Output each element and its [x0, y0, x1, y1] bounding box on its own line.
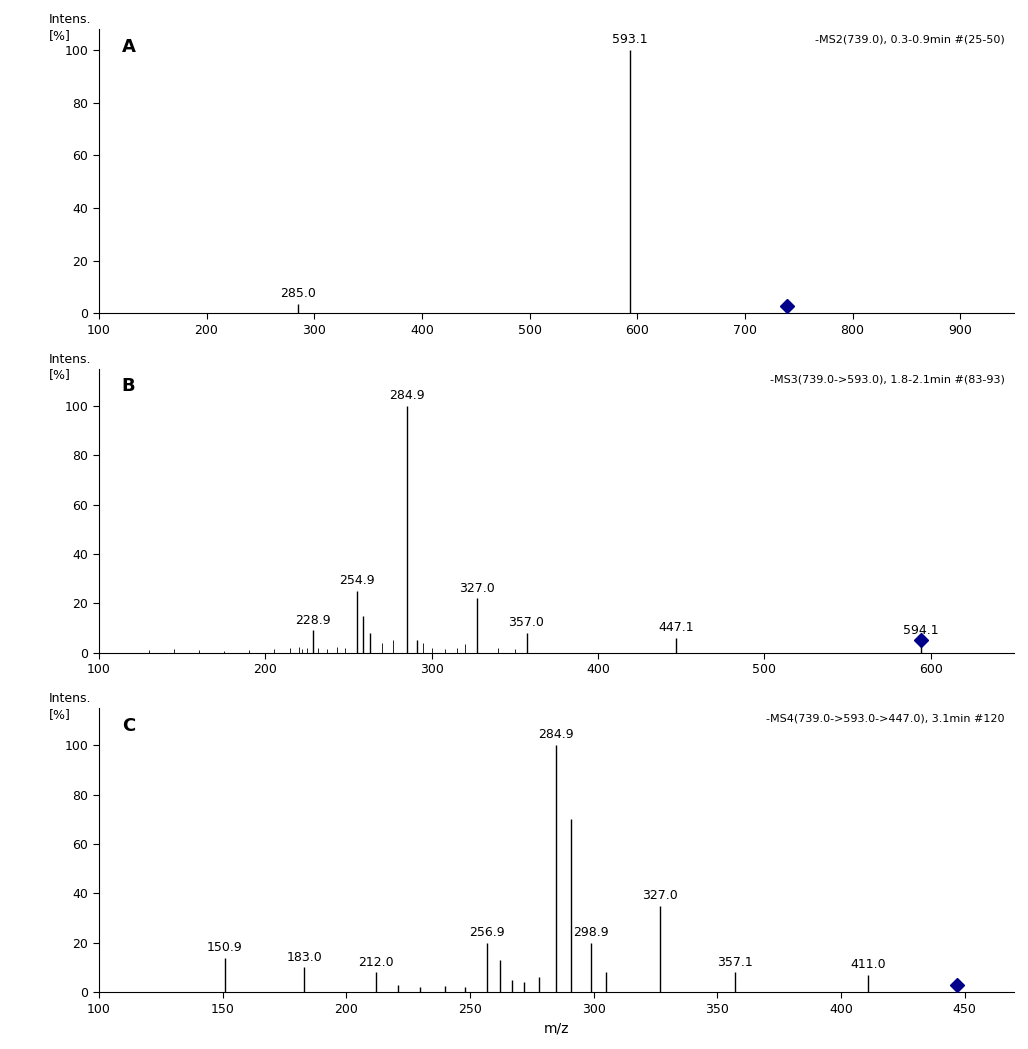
Text: Intens.: Intens. — [48, 692, 91, 705]
Text: 327.0: 327.0 — [458, 581, 494, 595]
X-axis label: m/z: m/z — [544, 1021, 570, 1035]
Text: 284.9: 284.9 — [389, 389, 425, 402]
Text: -MS4(739.0->593.0->447.0), 3.1min #120: -MS4(739.0->593.0->447.0), 3.1min #120 — [767, 713, 1005, 724]
Text: 357.1: 357.1 — [717, 956, 752, 968]
Text: 327.0: 327.0 — [642, 889, 678, 902]
Text: [%]: [%] — [48, 708, 70, 721]
Text: [%]: [%] — [48, 368, 70, 382]
Text: 284.9: 284.9 — [539, 728, 574, 742]
Text: Intens.: Intens. — [48, 352, 91, 366]
Text: 411.0: 411.0 — [850, 958, 886, 971]
Text: 256.9: 256.9 — [469, 926, 505, 939]
Text: 594.1: 594.1 — [904, 624, 939, 637]
Text: B: B — [121, 378, 136, 395]
Text: 228.9: 228.9 — [295, 614, 331, 626]
Text: [%]: [%] — [48, 29, 70, 42]
Text: A: A — [121, 38, 136, 56]
Text: 298.9: 298.9 — [573, 926, 609, 939]
Text: 447.1: 447.1 — [659, 621, 694, 635]
Text: 593.1: 593.1 — [612, 34, 648, 46]
Text: -MS2(739.0), 0.3-0.9min #(25-50): -MS2(739.0), 0.3-0.9min #(25-50) — [815, 35, 1005, 45]
Text: -MS3(739.0->593.0), 1.8-2.1min #(83-93): -MS3(739.0->593.0), 1.8-2.1min #(83-93) — [770, 374, 1005, 384]
Text: 183.0: 183.0 — [286, 950, 322, 964]
Text: 212.0: 212.0 — [358, 956, 394, 968]
Text: 357.0: 357.0 — [509, 616, 545, 629]
Text: 285.0: 285.0 — [280, 287, 316, 300]
Text: 254.9: 254.9 — [339, 574, 374, 587]
Text: Intens.: Intens. — [48, 14, 91, 26]
Text: C: C — [121, 716, 135, 734]
Text: 150.9: 150.9 — [207, 941, 243, 954]
